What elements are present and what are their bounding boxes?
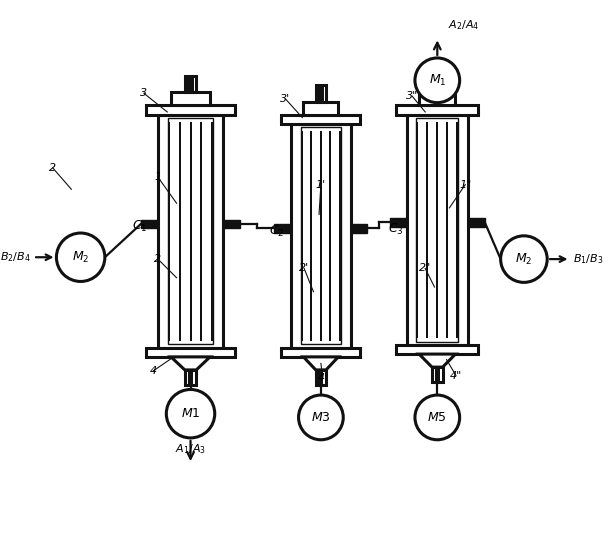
Text: 2': 2' (299, 263, 309, 273)
Bar (396, 106, 478, 115)
Text: $C_{2}$: $C_{2}$ (269, 224, 284, 239)
Bar (339, 131, 341, 340)
Bar (310, 131, 313, 340)
Text: $M3$: $M3$ (311, 411, 331, 424)
Bar (158, 115, 223, 347)
Bar (426, 122, 429, 338)
Text: 4': 4' (318, 373, 328, 383)
Text: 2: 2 (49, 163, 57, 173)
Bar (446, 122, 448, 338)
Text: 4": 4" (450, 370, 462, 381)
Text: 3": 3" (406, 91, 418, 101)
Bar (316, 85, 326, 102)
Bar (185, 370, 196, 385)
Text: $M_1$: $M_1$ (429, 73, 446, 88)
Text: 4: 4 (150, 366, 157, 376)
Text: 3': 3' (280, 94, 291, 104)
Text: $B_1/B_3$: $B_1/B_3$ (573, 252, 604, 266)
Bar (171, 92, 210, 106)
Text: $B_2/B_4$: $B_2/B_4$ (0, 250, 30, 264)
Circle shape (415, 58, 460, 103)
Text: 2: 2 (154, 254, 162, 264)
Text: $M_2$: $M_2$ (515, 251, 533, 266)
Bar (146, 347, 235, 357)
Circle shape (415, 395, 460, 440)
Bar (274, 224, 291, 233)
Bar (432, 76, 443, 92)
Bar (390, 218, 407, 227)
Bar (435, 367, 440, 382)
Bar (320, 131, 322, 340)
Polygon shape (171, 357, 210, 370)
Circle shape (57, 233, 105, 281)
Bar (185, 76, 196, 92)
Bar (416, 122, 418, 338)
Bar (179, 122, 181, 340)
Bar (168, 118, 213, 344)
Bar (319, 370, 323, 385)
Text: 1': 1' (316, 180, 326, 190)
Polygon shape (303, 357, 339, 370)
Bar (301, 128, 341, 344)
Bar (146, 106, 235, 115)
Bar (223, 220, 240, 228)
Bar (301, 131, 303, 340)
Text: $M5$: $M5$ (427, 411, 447, 424)
Circle shape (500, 236, 547, 282)
Bar (188, 370, 193, 385)
Bar (468, 218, 485, 227)
Bar (351, 224, 367, 233)
Circle shape (299, 395, 344, 440)
Bar (282, 347, 361, 357)
Bar (303, 102, 339, 115)
Bar (168, 122, 170, 340)
Text: $A_2/A_4$: $A_2/A_4$ (449, 18, 480, 32)
Bar (432, 367, 443, 382)
Bar (416, 118, 458, 341)
Text: 3: 3 (140, 88, 148, 98)
Bar (187, 76, 194, 92)
Bar (282, 115, 361, 124)
Bar (190, 122, 192, 340)
Circle shape (167, 390, 215, 438)
Bar (434, 76, 440, 92)
Text: $M1$: $M1$ (181, 407, 200, 420)
Bar (407, 115, 468, 345)
Text: $C_{1}$: $C_{1}$ (131, 219, 147, 234)
Bar (141, 220, 158, 228)
Bar (419, 92, 455, 106)
Bar (212, 122, 213, 340)
Bar (201, 122, 202, 340)
Text: $A_1/A_3$: $A_1/A_3$ (175, 442, 206, 456)
Bar (456, 122, 458, 338)
Polygon shape (419, 354, 455, 367)
Bar (330, 131, 331, 340)
Text: 1": 1" (459, 180, 471, 190)
Bar (437, 122, 438, 338)
Bar (396, 345, 478, 354)
Text: $C_{3}$: $C_{3}$ (387, 222, 403, 237)
Bar (291, 124, 351, 347)
Bar (318, 85, 323, 102)
Bar (316, 370, 326, 385)
Text: 2": 2" (419, 263, 431, 273)
Text: $M_2$: $M_2$ (72, 250, 89, 265)
Text: 1: 1 (154, 172, 162, 182)
